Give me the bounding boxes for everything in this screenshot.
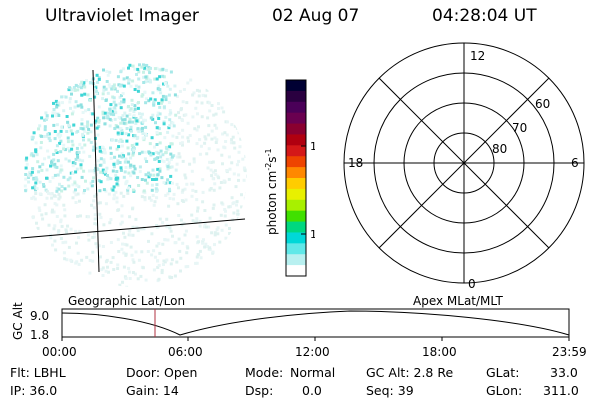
altitude-curve — [61, 310, 570, 336]
info-seq: Seq: 39 — [366, 383, 414, 398]
info-filter: Flt: LBHL — [10, 365, 66, 380]
geo-parallel-line — [20, 218, 246, 239]
timeline-right-caption: Apex MLat/MLT — [413, 294, 503, 308]
colorbar: 100 10 photon cm-2s-1 — [264, 79, 315, 277]
colorbar-tick-label-100: 100 — [310, 140, 315, 153]
mlt-label-0: 0 — [468, 277, 476, 290]
geo-meridian-line — [92, 69, 100, 273]
header-time: 04:28:04 UT — [432, 6, 537, 26]
header-date: 02 Aug 07 — [272, 6, 360, 26]
timeline-xtick-1200: 12:00 — [295, 345, 330, 359]
geographic-image — [20, 63, 247, 287]
colorbar-tick-label-10: 10 — [310, 228, 315, 241]
mlat-label-60: 60 — [535, 97, 550, 111]
colorbar-gradient — [286, 80, 306, 277]
info-gc-alt: GC Alt: 2.8 Re — [366, 365, 454, 380]
info-dsp-label: Dsp: — [245, 383, 274, 398]
aurora-emission-speckles — [23, 63, 247, 287]
info-glon-value: 311.0 — [543, 383, 579, 398]
polar-plot: 12 18 6 0 60 70 80 — [343, 42, 585, 290]
info-dsp-value: 0.0 — [302, 383, 322, 398]
timeline-xtick-0000: 00:00 — [42, 345, 77, 359]
altitude-timeline: Geographic Lat/Lon Apex MLat/MLT GC Alt … — [11, 294, 587, 359]
timeline-axis-title: GC Alt — [11, 302, 25, 340]
info-door: Door: Open — [126, 365, 198, 380]
timeline-xtick-2359: 23:59 — [552, 345, 587, 359]
colorbar-axis-label: photon cm-2s-1 — [264, 148, 279, 235]
info-mode-label: Mode: — [245, 365, 284, 380]
timeline-xtick-0600: 06:00 — [168, 345, 203, 359]
info-glat-label: GLat: — [486, 365, 520, 380]
mlat-label-80: 80 — [492, 142, 507, 156]
timeline-xtick-1800: 18:00 — [422, 345, 457, 359]
page-title: Ultraviolet Imager — [45, 6, 199, 26]
mlt-label-12: 12 — [470, 49, 485, 63]
info-glon-label: GLon: — [486, 383, 523, 398]
info-mode-value: Normal — [290, 365, 336, 380]
timeline-ytick-9: 9.0 — [30, 309, 49, 323]
mlt-label-18: 18 — [348, 156, 363, 170]
mlt-label-6: 6 — [571, 156, 579, 170]
timeline-ytick-1-8: 1.8 — [30, 328, 49, 342]
mlat-label-70: 70 — [512, 121, 527, 135]
polar-diagonal-2 — [378, 77, 550, 249]
info-glat-value: 33.0 — [550, 365, 578, 380]
timeline-left-caption: Geographic Lat/Lon — [68, 294, 185, 308]
info-gain: Gain: 14 — [126, 383, 179, 398]
info-ip: IP: 36.0 — [10, 383, 58, 398]
